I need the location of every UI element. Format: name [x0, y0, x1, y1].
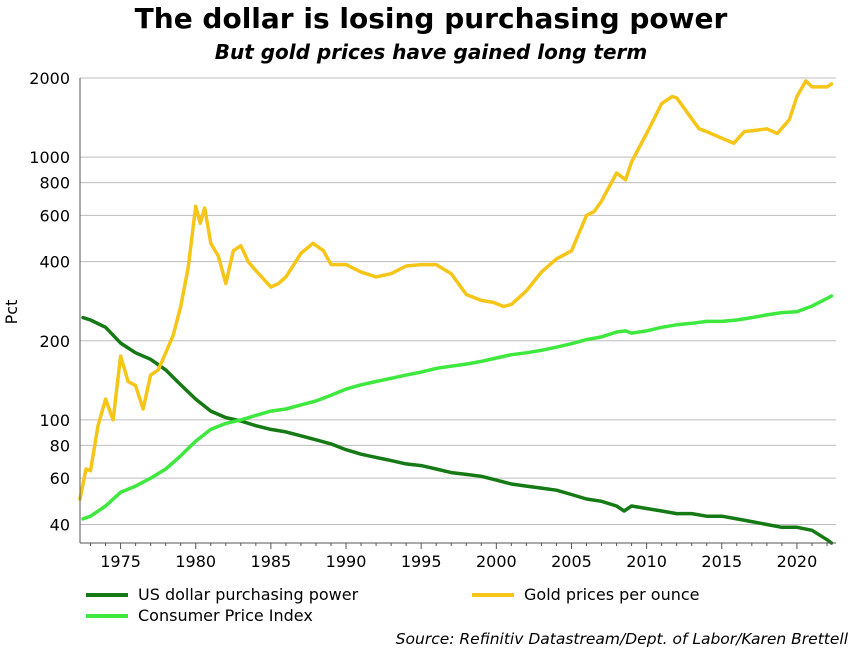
series-lines: [78, 79, 834, 545]
y-tick-label: 100: [39, 411, 70, 430]
y-tick-label: 200: [39, 332, 70, 351]
x-tick-label: 2000: [476, 552, 517, 571]
y-tick-label: 40: [50, 515, 70, 534]
series-line-cpi: [81, 294, 834, 521]
y-tick-label: 400: [39, 253, 70, 272]
source-note: Source: Refinitiv Datastream/Dept. of La…: [395, 630, 848, 648]
x-tick-label: 1975: [100, 552, 141, 571]
legend-label-cpi: Consumer Price Index: [138, 606, 313, 625]
y-tick-label: 800: [39, 174, 70, 193]
series-line-usd: [81, 315, 834, 545]
legend-swatch-cpi: [86, 613, 128, 618]
legend-swatch-usd: [86, 592, 128, 597]
y-tick-label: 1000: [29, 148, 70, 167]
x-tick-label: 1990: [326, 552, 367, 571]
legend-item-cpi: Consumer Price Index: [86, 606, 313, 625]
x-tick-label: 1980: [175, 552, 216, 571]
x-tick-label: 2010: [626, 552, 667, 571]
y-tick-label: 2000: [29, 69, 70, 88]
legend-item-usd: US dollar purchasing power: [86, 585, 358, 604]
y-tick-label: 60: [50, 469, 70, 488]
x-tick-label: 2020: [777, 552, 818, 571]
chart-subtitle: But gold prices have gained long term: [214, 40, 648, 64]
legend-label-usd: US dollar purchasing power: [138, 585, 359, 604]
axes: 40 60 80 100 200 400 600 800 1000 2000 1975 1980 198…: [29, 69, 836, 571]
x-tick-label: 2015: [701, 552, 742, 571]
chart-title: The dollar is losing purchasing power: [134, 2, 728, 35]
legend-label-gold: Gold prices per ounce: [524, 585, 700, 604]
series-line-gold: [78, 79, 834, 501]
gridlines: [80, 77, 836, 525]
y-tick-label: 600: [39, 206, 70, 225]
x-tick-label: 2005: [551, 552, 592, 571]
legend-swatch-gold: [472, 592, 514, 597]
y-tick-label: 80: [50, 436, 70, 455]
legend-item-gold: Gold prices per ounce: [472, 585, 700, 604]
x-tick-label: 1995: [401, 552, 442, 571]
y-axis-label: Pct: [2, 300, 21, 325]
x-tick-label: 1985: [251, 552, 292, 571]
